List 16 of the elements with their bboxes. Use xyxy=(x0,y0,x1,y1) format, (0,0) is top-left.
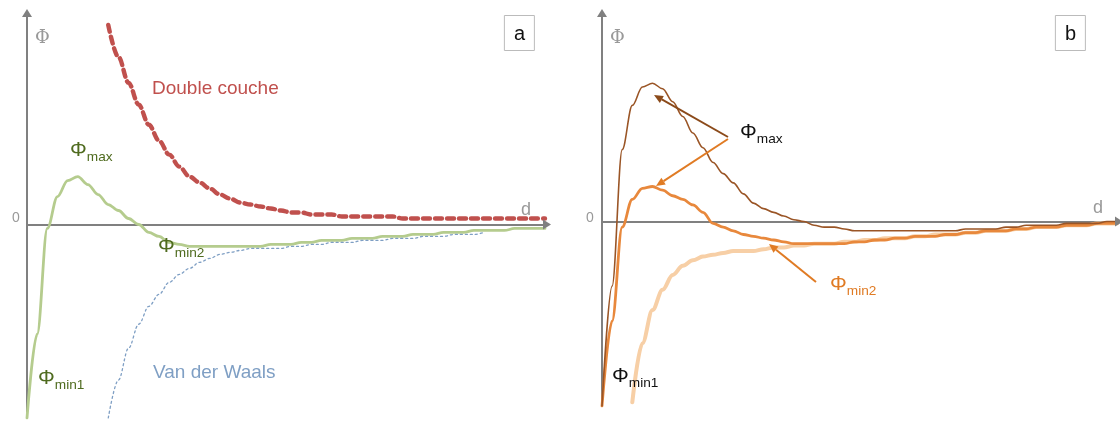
annotation: Φ$_{min1}$ xyxy=(38,365,85,392)
annotation: Φ$_{max}$ xyxy=(70,137,113,164)
x-axis-title: d xyxy=(1092,196,1103,217)
y-axis-title: Φ xyxy=(610,25,625,47)
x-axis-title: d xyxy=(520,199,531,220)
chart-title: a xyxy=(513,22,526,44)
annotation: Φ$_{max}$ xyxy=(740,119,783,146)
annotation: Φ$_{min2}$ xyxy=(830,271,877,298)
annotation: Φ$_{min2}$ xyxy=(158,233,205,260)
chart-title: b xyxy=(1064,22,1076,44)
annotation: Φ$_{min1}$ xyxy=(612,363,659,390)
series-label: Van der Waals xyxy=(153,361,276,382)
text: 0 xyxy=(586,209,594,225)
y-axis-title: Φ xyxy=(35,25,50,47)
series-label: Double couche xyxy=(152,77,279,98)
text: 0 xyxy=(12,209,20,225)
